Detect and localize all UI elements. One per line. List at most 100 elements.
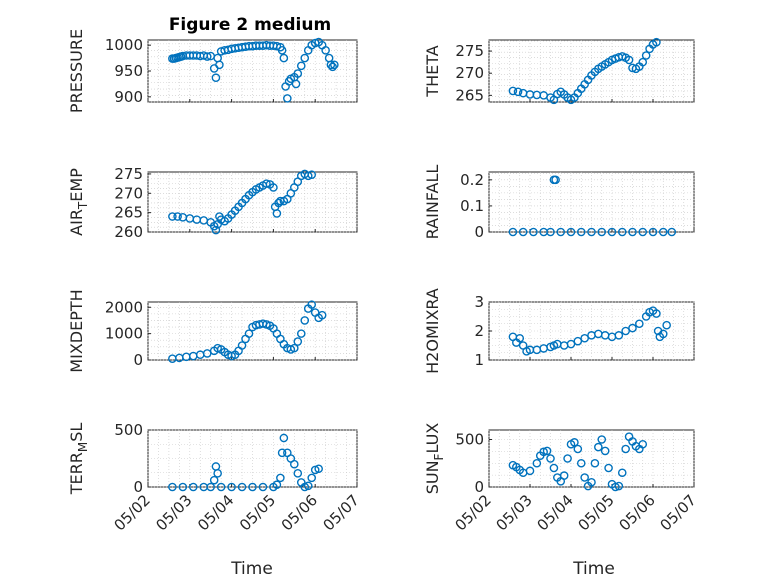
data-point [539,447,548,457]
data-point [279,433,289,443]
y-axis-label: THETA [423,45,442,97]
data-point [566,227,576,237]
y-tick-label: 0 [474,478,484,496]
data-point [621,444,630,454]
data-point [215,60,224,70]
y-tick-label: 260 [114,223,143,241]
data-point [628,227,637,237]
y-tick-label: 0.2 [460,171,484,189]
data-point [607,227,617,237]
data-point [638,227,648,237]
data-point [317,310,327,320]
data-point [546,454,555,463]
y-tick-label: 500 [455,431,484,449]
data-point [248,482,257,492]
data-point [188,482,198,492]
data-point [638,439,648,449]
subplot-mixdepth: 0 1000 2000 MIXDEPTH [67,289,358,373]
data-point [326,60,336,70]
data-point [614,481,624,491]
data-point [532,458,542,468]
data-point [213,469,222,478]
data-point [580,473,589,482]
data-point [590,458,600,468]
y-axis-label: H2OMIXRA [423,288,442,374]
data-point [513,87,523,97]
data-point [652,37,661,47]
data-point [573,336,583,346]
y-tick-label: 0.1 [460,197,484,215]
data-point [617,227,627,237]
data-point [211,73,221,83]
data-point [667,227,677,237]
data-point [276,473,285,483]
data-point [289,343,299,353]
data-point [576,227,586,237]
y-tick-label: 1 [474,351,484,369]
data-point [594,442,603,452]
data-point [272,41,282,51]
y-tick-label: 1000 [105,36,143,54]
data-point [542,446,552,456]
data-point [277,46,287,55]
data-point [573,444,583,454]
data-point [237,341,247,350]
data-point [293,337,303,346]
data-point [202,52,212,61]
data-point [277,448,287,458]
data-point [296,61,306,71]
data-point [173,212,182,221]
data-point [307,473,317,483]
y-tick-label: 950 [114,62,143,80]
data-point [321,46,330,55]
data-point [307,170,317,180]
data-point [559,471,569,480]
data-point [624,55,634,65]
data-point [328,62,337,72]
y-tick-label: 265 [114,204,143,222]
data-point [269,183,278,192]
data-point [563,454,572,463]
y-tick-label: 500 [114,421,143,439]
data-point [272,209,282,218]
data-point [525,466,535,476]
data-point [614,331,624,340]
data-point [662,320,671,330]
y-tick-label: 900 [114,88,143,106]
y-tick-label: 0 [133,478,143,496]
data-point [587,227,596,237]
data-point [580,333,589,343]
data-point [296,329,306,338]
data-point [216,482,226,492]
data-point [546,227,555,237]
data-point [529,227,538,237]
subplot-h2omixra: 1 2 3 H2OMIXRA [423,288,695,374]
data-point [227,482,236,492]
data-point [628,323,637,333]
data-point [258,482,268,492]
data-point [283,94,292,103]
y-tick-label: 275 [455,42,484,60]
y-tick-label: 0 [133,351,143,369]
subplot-pressure: 900 950 1000 PRESSURE [67,29,358,113]
y-tick-label: 275 [114,165,143,183]
data-point [330,60,339,70]
data-point [652,309,661,318]
data-point [168,212,177,221]
y-tick-label: 2 [474,322,484,340]
data-point [300,316,310,325]
data-point [293,469,303,478]
data-point [621,326,630,336]
data-point [597,435,607,444]
x-axis-label-right: Time [572,559,615,579]
data-point [600,446,610,456]
data-point [508,227,518,237]
data-point [518,227,528,237]
data-point [638,57,648,67]
y-axis-label: PRESSURE [67,29,86,113]
data-point [566,339,576,349]
y-tick-label: 1000 [105,325,143,343]
data-point [237,482,247,492]
